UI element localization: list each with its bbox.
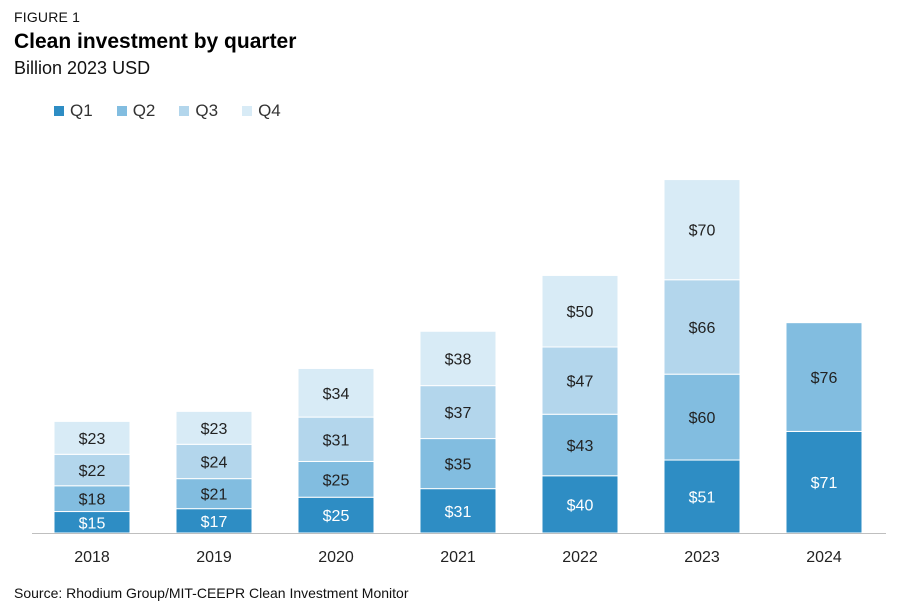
bar-2020-q4	[297, 367, 375, 418]
chart-title: Clean investment by quarter	[14, 30, 297, 53]
legend-item-q3: Q3	[179, 101, 218, 121]
bar-label-2020-q2: $25	[323, 472, 350, 489]
bar-2024-q2	[785, 322, 863, 432]
x-tick-2019: 2019	[196, 549, 232, 566]
legend-item-q2: Q2	[116, 101, 156, 121]
bar-2023-q1	[663, 459, 741, 534]
bar-2019-q4	[175, 410, 253, 445]
bar-label-2018-q2: $18	[79, 492, 106, 509]
legend-swatch-q2	[116, 106, 127, 116]
bar-label-2021-q2: $35	[445, 457, 472, 474]
x-tick-2020: 2020	[318, 549, 354, 566]
x-tick-2021: 2021	[440, 549, 476, 566]
bar-label-2018-q4: $23	[79, 431, 106, 448]
bar-label-2022-q1: $40	[567, 497, 594, 514]
bar-label-2020-q4: $34	[323, 386, 350, 403]
bar-2023-q2	[663, 373, 741, 461]
legend-swatch-q1	[54, 106, 64, 116]
bar-label-2023-q3: $66	[689, 320, 716, 337]
bar-2021-q2	[419, 438, 497, 490]
bar-2021-q4	[419, 330, 497, 387]
source-note: Source: Rhodium Group/MIT-CEEPR Clean In…	[14, 585, 409, 601]
bar-2020-q2	[297, 460, 375, 498]
legend-swatch-q3	[179, 106, 190, 116]
bar-label-2022-q2: $43	[567, 438, 594, 455]
bar-label-2022-q4: $50	[567, 304, 594, 321]
bar-label-2024-q1: $71	[811, 475, 838, 492]
bar-2020-q3	[297, 416, 375, 462]
x-tick-2023: 2023	[684, 549, 720, 566]
bar-label-2022-q3: $47	[567, 374, 594, 391]
bar-label-2019-q3: $24	[201, 454, 228, 471]
bar-2023-q3	[663, 279, 741, 375]
bar-label-2019-q4: $23	[201, 421, 228, 438]
legend: Q1 Q2 Q3 Q4	[54, 101, 305, 121]
legend-label-q1: Q1	[70, 101, 93, 120]
bar-2019-q2	[175, 478, 253, 510]
bar-label-2024-q2: $76	[811, 370, 838, 387]
bar-2019-q3	[175, 443, 253, 480]
bar-2022-q4	[541, 274, 619, 348]
bar-label-2018-q3: $22	[79, 463, 106, 480]
bar-2021-q1	[419, 488, 497, 534]
bar-2021-q3	[419, 385, 497, 440]
chart-subtitle: Billion 2023 USD	[14, 58, 151, 78]
bar-2018-q3	[53, 453, 131, 487]
bar-label-2021-q4: $38	[445, 351, 472, 368]
bar-label-2023-q1: $51	[689, 490, 716, 507]
legend-label-q4: Q4	[258, 101, 281, 120]
x-tick-2024: 2024	[806, 549, 842, 566]
legend-label-q3: Q3	[195, 101, 219, 120]
bar-label-2023-q2: $60	[689, 410, 716, 427]
legend-item-q1: Q1	[54, 101, 93, 121]
bar-label-2021-q3: $37	[445, 405, 472, 422]
legend-label-q2: Q2	[132, 101, 156, 120]
x-tick-2022: 2022	[562, 549, 598, 566]
x-tick-2018: 2018	[74, 549, 110, 566]
bar-label-2020-q3: $31	[323, 432, 350, 449]
bar-2022-q2	[541, 413, 619, 477]
bar-2018-q4	[53, 420, 131, 455]
bar-label-2019-q1: $17	[201, 514, 228, 531]
bar-2018-q2	[53, 485, 131, 513]
figure-label: FIGURE 1	[14, 9, 81, 25]
legend-item-q4: Q4	[242, 101, 281, 121]
bar-label-2023-q4: $70	[689, 223, 716, 240]
bar-label-2020-q1: $25	[323, 508, 350, 525]
bar-label-2019-q2: $21	[201, 487, 228, 504]
bar-2022-q1	[541, 475, 619, 534]
bar-label-2018-q1: $15	[79, 515, 106, 532]
legend-swatch-q4	[242, 106, 253, 116]
bar-label-2021-q1: $31	[445, 504, 472, 521]
bar-2019-q1	[175, 508, 253, 534]
bar-2023-q4	[663, 179, 741, 281]
